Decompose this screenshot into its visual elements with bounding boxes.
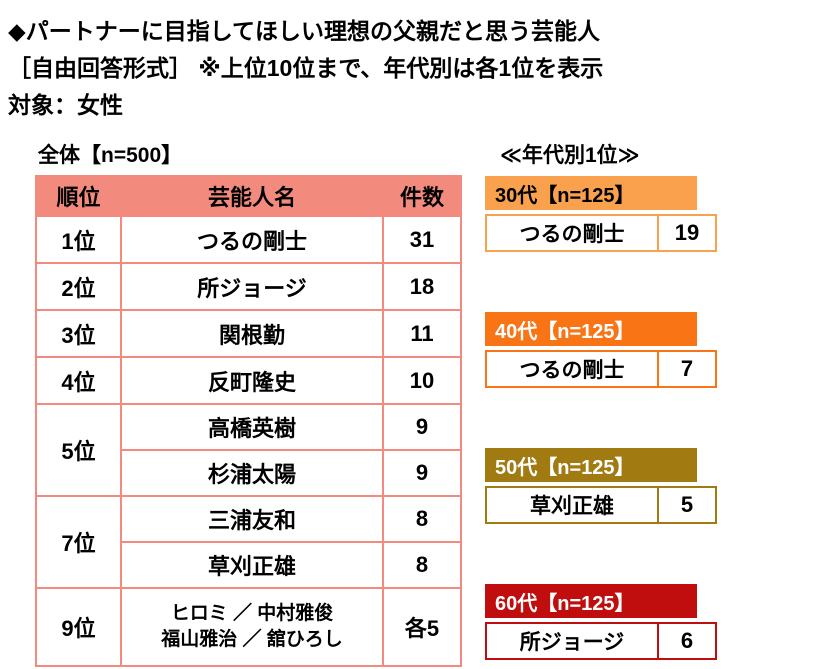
table-row: 1位 つるの剛士 31 [35,215,462,264]
rank-cell: 2位 [35,262,122,311]
rank-cell: 9位 [35,587,122,667]
celebrity-name-cell: ヒロミ ／ 中村雅俊 福山雅治 ／ 舘ひろし [120,587,384,667]
celebrity-name-cell: つるの剛士 [120,215,384,264]
rank-cell: 5位 [35,403,122,497]
celebrity-name-cell: 所ジョージ [120,262,384,311]
rank-cell: 4位 [35,356,122,405]
rank-cell: 7位 [35,495,122,589]
age-group-name-50s: 草刈正雄 [487,488,659,522]
age-group-header-60s: 60代【n=125】 [485,584,697,618]
overall-ranking-table: 順位 芸能人名 件数 1位 つるの剛士 31 2位 所ジョージ 18 3位 関根… [35,175,462,667]
age-group-count-60s: 6 [680,628,694,653]
table-row: 3位 関根勤 11 [35,309,462,358]
rank-cell: 3位 [35,309,122,358]
table-header-row: 順位 芸能人名 件数 [35,175,462,217]
table-row: 9位 ヒロミ ／ 中村雅俊 福山雅治 ／ 舘ひろし 各5 [35,587,462,667]
table-row: 杉浦太陽 9 [36,449,462,497]
table-row: 7位 三浦友和 8 [35,495,462,589]
col-header-rank: 順位 [35,175,122,217]
rank-cell: 1位 [35,215,122,264]
age-group-header-50s: 50代【n=125】 [485,448,697,482]
count-cell: 8 [382,495,462,543]
age-group-name-40s: つるの剛士 [487,352,659,386]
format-note: ［自由回答形式］ ※上位10位まで、年代別は各1位を表示 [8,55,604,81]
age-group-count-40s: 7 [680,356,694,381]
age-group-table-60s: 所ジョージ 6 [485,622,717,660]
by-age-section-label: ≪年代別1位≫ [500,144,640,167]
count-cell: 8 [382,541,462,589]
age-group-table-30s: つるの剛士 19 [485,214,717,252]
celebrity-name-cell: 関根勤 [120,309,384,358]
count-cell: 11 [382,309,462,358]
celebrity-name-cell: 高橋英樹 [120,403,384,451]
target-note: 対象：女性 [8,92,123,118]
page-title: ◆パートナーに目指してほしい理想の父親だと思う芸能人 [8,18,600,44]
table-row: 2位 所ジョージ 18 [35,262,462,311]
age-group-name-30s: つるの剛士 [487,216,659,250]
count-cell: 10 [382,356,462,405]
age-group-table-50s: 草刈正雄 5 [485,486,717,524]
celebrity-name-cell: 三浦友和 [120,495,384,543]
count-cell: 各5 [382,587,462,667]
table-row: 4位 反町隆史 10 [35,356,462,405]
age-group-30s: 30代【n=125】 つるの剛士 19 [485,176,717,252]
age-group-50s: 50代【n=125】 草刈正雄 5 [485,448,717,524]
celebrity-name-cell: 反町隆史 [120,356,384,405]
age-group-header-30s: 30代【n=125】 [485,176,697,210]
count-cell: 9 [382,403,462,451]
age-group-60s: 60代【n=125】 所ジョージ 6 [485,584,717,660]
count-cell: 9 [382,449,462,497]
celebrity-name-cell: 杉浦太陽 [120,449,384,497]
age-group-40s: 40代【n=125】 つるの剛士 7 [485,312,717,388]
celebrity-name-cell: 草刈正雄 [120,541,384,589]
count-cell: 31 [382,215,462,264]
overall-sample-label: 全体【n=500】 [38,144,183,167]
age-group-table-40s: つるの剛士 7 [485,350,717,388]
count-cell: 18 [382,262,462,311]
age-group-count-50s: 5 [680,492,694,517]
col-header-count: 件数 [382,175,462,217]
tied-names-line2: 福山雅治 ／ 舘ひろし [161,629,343,650]
tied-names-line1: ヒロミ ／ 中村雅俊 [170,603,334,625]
col-header-name: 芸能人名 [120,175,384,217]
age-group-count-30s: 19 [674,220,700,245]
table-row: 5位 高橋英樹 9 [35,403,462,497]
age-group-header-40s: 40代【n=125】 [485,312,697,346]
age-group-name-60s: 所ジョージ [487,624,659,658]
table-row: 草刈正雄 8 [36,541,462,589]
